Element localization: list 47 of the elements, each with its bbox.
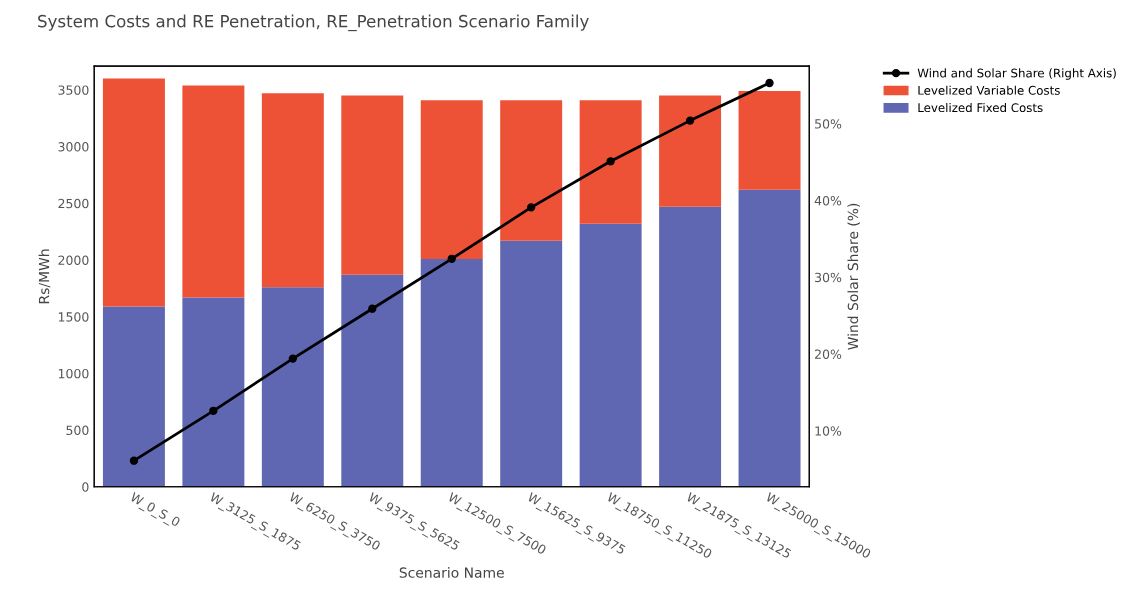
point — [447, 254, 456, 263]
bar — [579, 100, 642, 224]
y-axis-title: Rs/MWh — [38, 249, 51, 304]
point — [527, 203, 536, 212]
bar — [420, 100, 483, 259]
y-tick-label: 1500 — [58, 312, 89, 322]
legend-label: Levelized Fixed Costs — [918, 102, 1043, 113]
y-tick-label: 0 — [82, 482, 89, 492]
chart-title: System Costs and RE Penetration, RE_Penetration Scenario Family — [38, 14, 589, 32]
bar — [341, 95, 404, 275]
y-tick-label: 2500 — [58, 198, 89, 209]
point — [288, 354, 297, 363]
y-tick-label: 3500 — [58, 85, 89, 95]
bar — [341, 274, 404, 487]
point — [129, 456, 139, 465]
bar — [579, 223, 642, 487]
bar — [182, 85, 245, 298]
point — [765, 78, 774, 88]
bar — [500, 240, 563, 487]
bar — [102, 306, 165, 487]
legend-label: Wind and Solar Share (Right Axis) — [917, 68, 1116, 80]
bar — [738, 189, 801, 487]
bar — [659, 206, 722, 487]
bar — [182, 297, 245, 487]
bar — [738, 91, 801, 190]
y2-tick-label: 40% — [814, 195, 842, 206]
y2-tick-label: 10% — [815, 426, 842, 436]
y2-tick-label: 50% — [815, 119, 842, 129]
legend-label: Levelized Variable Costs — [918, 85, 1060, 95]
y-tick-label: 1000 — [58, 368, 89, 379]
bar — [659, 95, 722, 207]
y2-tick-label: 30% — [815, 272, 842, 283]
y-tick-label: 500 — [66, 425, 89, 436]
bar — [420, 258, 483, 487]
y2-tick-label: 20% — [815, 349, 842, 359]
point — [368, 304, 377, 313]
x-axis-title: Scenario Name — [399, 567, 504, 578]
bar — [500, 100, 563, 241]
point — [209, 406, 218, 415]
y2-axis-title: Wind Solar Share (%) — [847, 203, 860, 350]
bar — [261, 93, 324, 288]
y-tick-label: 2000 — [58, 255, 89, 265]
bar — [102, 78, 165, 307]
bar — [261, 287, 324, 487]
point — [606, 157, 615, 166]
y-tick-label: 3000 — [58, 142, 89, 152]
point — [685, 116, 695, 125]
